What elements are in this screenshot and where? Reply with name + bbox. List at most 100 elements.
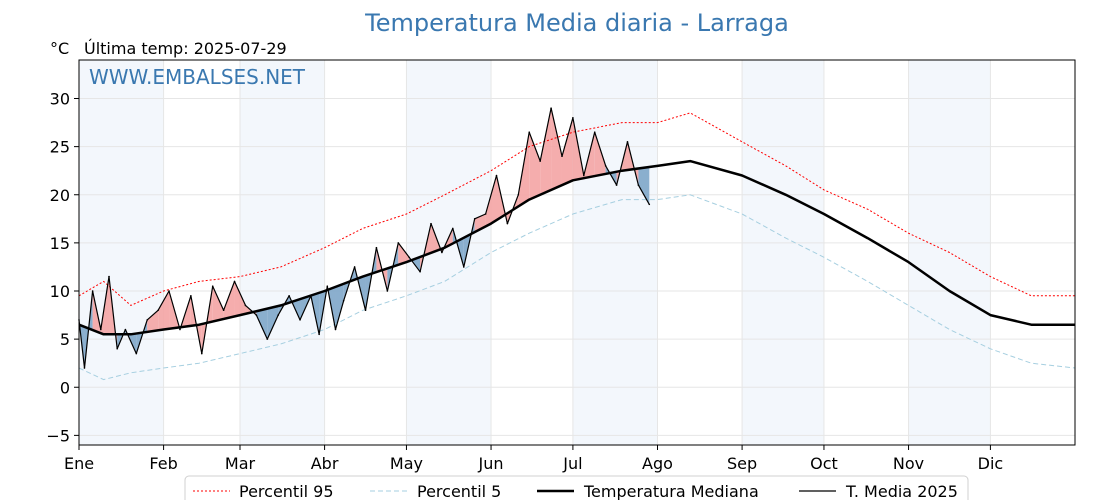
data-point	[495, 174, 498, 177]
legend-label: T. Media 2025	[845, 482, 958, 500]
data-point	[326, 285, 329, 287]
month-band	[406, 60, 492, 445]
data-point	[452, 227, 454, 230]
anomaly-fill-warm	[158, 291, 170, 331]
data-point	[100, 328, 102, 331]
chart-title: Temperatura Media diaria - Larraga	[364, 9, 789, 37]
data-point	[222, 309, 225, 312]
data-point	[244, 304, 247, 307]
data-point	[430, 222, 432, 225]
y-tick-label: 10	[50, 282, 70, 301]
plot-area: −5 0 5 10 15 20 25 30 Ene Feb Mar Abr May Jun Jul Ago Se…	[46, 59, 1076, 473]
legend: Percentil 95 Percentil 5 Temperatura Media…	[184, 475, 969, 500]
anomaly-fill-warm	[398, 242, 410, 265]
anomaly-fill-warm	[551, 108, 562, 190]
data-point	[528, 131, 531, 133]
data-point	[539, 160, 541, 162]
data-point	[364, 309, 367, 312]
anomaly-fill-warm	[485, 175, 497, 227]
series-percentil-5	[78, 194, 1076, 381]
data-point	[517, 193, 520, 196]
month-band	[79, 60, 164, 445]
last-temp-label: Última temp: 2025-07-29	[84, 39, 287, 58]
y-tick-label: 25	[50, 138, 70, 157]
x-tick-label: Oct	[810, 454, 838, 473]
axes-frame	[78, 59, 1076, 446]
data-point	[318, 333, 320, 336]
anomaly-fill-cold	[256, 308, 268, 340]
data-point	[583, 174, 585, 177]
data-point	[146, 319, 149, 321]
x-tick-label: Jul	[562, 454, 582, 473]
x-tick-label: Abr	[311, 454, 339, 473]
y-tick-label: −5	[46, 426, 70, 445]
anomaly-fill-warm	[223, 281, 235, 319]
data-point	[473, 218, 476, 220]
data-point	[211, 285, 214, 287]
data-point	[200, 352, 203, 355]
anomaly-fill-cold	[335, 283, 344, 330]
anomaly-fill-warm	[561, 117, 573, 186]
x-tick-label: Sep	[727, 454, 757, 473]
anomaly-fill-warm	[529, 132, 541, 200]
data-point	[386, 290, 389, 292]
data-point	[572, 116, 574, 119]
data-point	[124, 328, 127, 331]
data-point	[484, 213, 487, 215]
anomaly-fill-warm	[234, 281, 246, 317]
x-tick-label: Dic	[978, 454, 1004, 473]
y-tick-label: 5	[60, 330, 70, 349]
x-tick-label: Jun	[478, 454, 504, 473]
x-tick-label: Ago	[642, 454, 673, 473]
data-point	[615, 184, 618, 186]
anomaly-fill-warm	[147, 310, 159, 332]
data-point	[648, 203, 651, 206]
data-point	[342, 299, 345, 302]
watermark: WWW.EMBALSES.NET	[89, 65, 306, 89]
data-point	[299, 319, 301, 321]
data-point	[179, 328, 181, 331]
data-point	[375, 246, 378, 249]
x-tick-label: Mar	[225, 454, 256, 473]
legend-label: Percentil 5	[417, 482, 501, 500]
anomaly-fill-warm	[594, 132, 606, 177]
y-tick-label: 0	[60, 378, 70, 397]
anomaly-fill-cold	[638, 166, 650, 205]
month-band	[572, 60, 658, 445]
data-point	[168, 290, 170, 292]
series-t-media-2025	[78, 107, 650, 369]
data-point	[266, 338, 269, 340]
x-tick-label: Ene	[64, 454, 94, 473]
x-tick-label: Feb	[149, 454, 177, 473]
data-point	[441, 251, 443, 254]
x-tick-label: Nov	[893, 454, 924, 473]
data-point	[116, 347, 119, 350]
data-point	[397, 242, 400, 244]
data-point	[334, 328, 337, 331]
data-point	[310, 295, 312, 297]
anomaly-fill-warm	[540, 108, 552, 195]
data-point	[91, 290, 94, 292]
month-band	[742, 60, 824, 445]
y-tick-label: 20	[50, 186, 70, 205]
series-percentil-95	[78, 112, 1075, 306]
data-point	[288, 295, 290, 297]
data-point	[83, 367, 86, 369]
data-point	[408, 256, 410, 259]
data-point	[550, 107, 552, 109]
data-point	[626, 141, 629, 143]
data-point	[157, 309, 159, 312]
data-point	[561, 155, 563, 158]
data-point	[277, 314, 280, 316]
unit-label: °C	[50, 39, 69, 58]
y-tick-label: 30	[50, 90, 70, 109]
anomaly-fill-cold	[267, 306, 279, 340]
data-point	[637, 184, 640, 186]
data-point	[190, 295, 192, 297]
data-point	[419, 270, 421, 273]
data-point	[604, 165, 607, 167]
data-point	[108, 275, 110, 278]
legend-label: Temperatura Mediana	[583, 482, 759, 500]
x-tick-label: May	[390, 454, 423, 473]
